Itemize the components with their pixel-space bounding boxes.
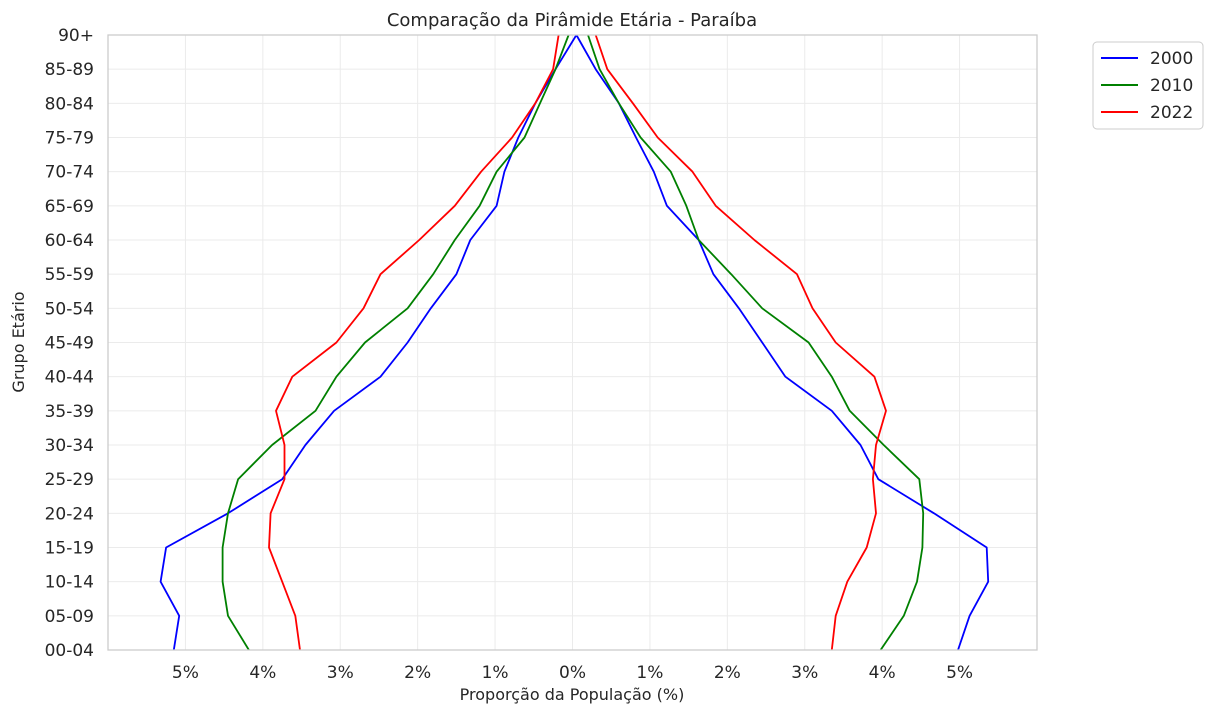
y-tick-label: 40-44: [45, 368, 94, 388]
y-tick-label: 05-09: [45, 607, 94, 627]
series-lines: [159, 34, 990, 651]
x-tick-label: 1%: [482, 663, 509, 683]
y-tick-label: 30-34: [45, 436, 94, 456]
y-tick-label: 60-64: [45, 231, 94, 251]
y-tick-label: 25-29: [45, 470, 94, 490]
legend-label-2022: 2022: [1150, 103, 1193, 123]
x-tick-label: 4%: [869, 663, 896, 683]
y-axis-label: Grupo Etário: [9, 291, 28, 392]
y-tick-label: 10-14: [45, 573, 94, 593]
x-tick-label: 1%: [636, 663, 663, 683]
x-axis-label: Proporção da População (%): [460, 685, 685, 704]
plot-frame: [107, 34, 1038, 651]
series-line-2010-left: [221, 34, 570, 651]
x-tick-labels: 5% 4% 3% 2% 1% 0% 1% 2% 3% 4% 5%: [172, 663, 973, 683]
legend-label-2000: 2000: [1150, 49, 1193, 69]
legend-label-2010: 2010: [1150, 76, 1193, 96]
x-tick-label: 3%: [327, 663, 354, 683]
y-tick-label: 65-69: [45, 197, 94, 217]
series-line-2010-right: [587, 34, 925, 651]
y-tick-label: 45-49: [45, 334, 94, 354]
series-line-2000-left: [159, 34, 578, 651]
y-tick-label: 80-84: [45, 94, 94, 114]
series-line-2000-right: [575, 34, 990, 651]
y-tick-label: 75-79: [45, 129, 94, 149]
y-tick-label: 85-89: [45, 60, 94, 80]
legend: 2000 2010 2022: [1092, 41, 1204, 130]
x-tick-label: 0%: [559, 663, 586, 683]
y-tick-label: 00-04: [45, 641, 94, 661]
y-tick-label: 70-74: [45, 163, 94, 183]
x-tick-label: 4%: [249, 663, 276, 683]
y-tick-label: 55-59: [45, 265, 94, 285]
series-line-2022-right: [594, 34, 887, 651]
x-tick-label: 5%: [946, 663, 973, 683]
y-gridlines: [108, 34, 1037, 651]
y-tick-label: 20-24: [45, 504, 94, 524]
chart-title: Comparação da Pirâmide Etária - Paraíba: [387, 10, 757, 31]
y-tick-label: 15-19: [45, 539, 94, 559]
x-tick-label: 5%: [172, 663, 199, 683]
y-tick-label: 90+: [58, 26, 94, 46]
y-tick-label: 35-39: [45, 402, 94, 422]
x-tick-label: 2%: [714, 663, 741, 683]
y-tick-labels: 00-04 05-09 10-14 15-19 20-24 25-29 30-34 35-39…: [45, 26, 94, 661]
x-tick-label: 3%: [791, 663, 818, 683]
y-tick-label: 50-54: [45, 299, 94, 319]
x-tick-label: 2%: [404, 663, 431, 683]
legend-box: [1092, 41, 1204, 130]
series-line-2022-left: [268, 34, 560, 651]
